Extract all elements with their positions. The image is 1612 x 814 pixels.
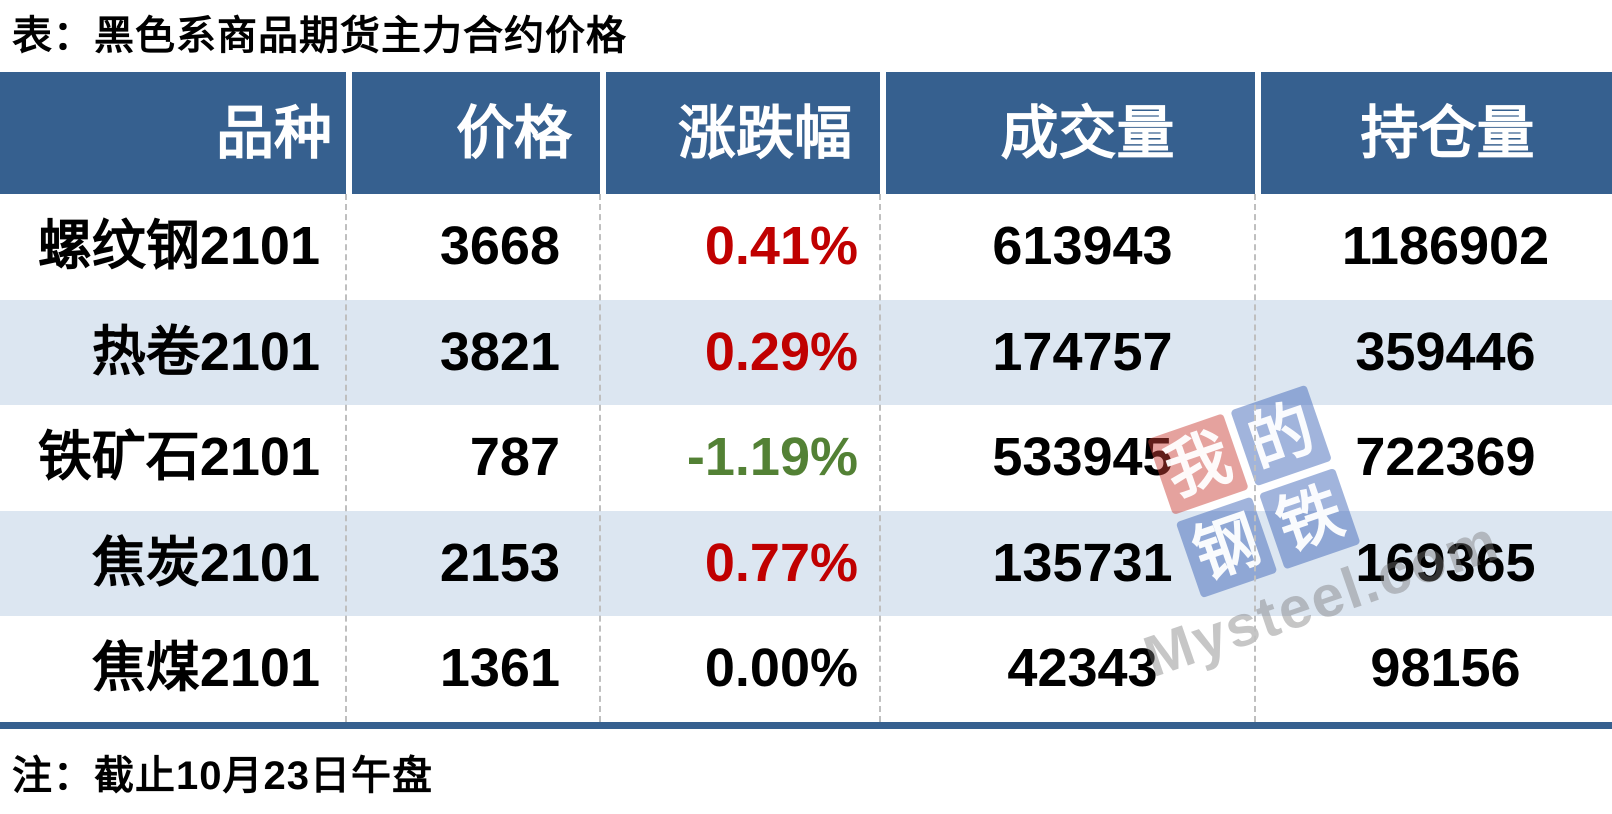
change-cell: 0.77% — [704, 532, 858, 593]
table-body: 螺纹钢2101 3668 0.41% 613943 1186902 热卷2101… — [0, 194, 1612, 722]
column-divider — [345, 194, 347, 722]
table-row-coke: 焦炭2101 2153 0.77% 135731 169365 — [0, 510, 1612, 617]
change-cell: 0.41% — [704, 216, 858, 276]
column-divider — [879, 194, 881, 722]
open-interest-cell: 1186902 — [1341, 216, 1550, 276]
table-header-row: 品种 价格 涨跌幅 成交量 持仓量 — [0, 72, 1612, 194]
table-bottom-border — [0, 721, 1612, 729]
price-cell: 1361 — [439, 638, 560, 699]
variety-cell: 焦煤2101 — [91, 638, 320, 699]
volume-cell: 533945 — [992, 427, 1173, 488]
table-footnote: 注：截止10月23日午盘 — [12, 753, 433, 798]
open-interest-cell: 722369 — [1355, 427, 1536, 488]
change-cell: 0.29% — [704, 321, 858, 382]
open-interest-cell: 98156 — [1370, 638, 1521, 699]
futures-price-table: 品种 价格 涨跌幅 成交量 持仓量 螺纹钢2101 3668 0.41% 613… — [0, 72, 1612, 729]
header-change-pct: 涨跌幅 — [600, 72, 880, 194]
change-cell: 0.00% — [704, 638, 858, 699]
header-price: 价格 — [346, 72, 600, 194]
change-cell: -1.19% — [686, 427, 858, 488]
table-row-coking-coal: 焦煤2101 1361 0.00% 42343 98156 — [0, 616, 1612, 722]
open-interest-cell: 359446 — [1355, 321, 1536, 382]
price-cell: 3668 — [439, 216, 560, 276]
volume-cell: 613943 — [992, 216, 1173, 276]
volume-cell: 174757 — [992, 321, 1173, 382]
open-interest-cell: 169365 — [1355, 532, 1536, 593]
variety-cell: 焦炭2101 — [91, 532, 320, 593]
column-divider — [599, 194, 601, 722]
price-cell: 787 — [469, 427, 560, 488]
header-open-interest: 持仓量 — [1255, 72, 1612, 194]
variety-cell: 铁矿石2101 — [37, 427, 320, 488]
volume-cell: 42343 — [1007, 638, 1158, 699]
variety-cell: 螺纹钢2101 — [37, 216, 320, 276]
table-title: 表：黑色系商品期货主力合约价格 — [12, 14, 627, 58]
price-cell: 3821 — [439, 321, 560, 382]
price-cell: 2153 — [439, 532, 560, 593]
column-divider — [1254, 194, 1256, 722]
table-row-rebar: 螺纹钢2101 3668 0.41% 613943 1186902 — [0, 194, 1612, 300]
header-volume: 成交量 — [880, 72, 1255, 194]
table-row-hot-coil: 热卷2101 3821 0.29% 174757 359446 — [0, 299, 1612, 406]
volume-cell: 135731 — [992, 532, 1173, 593]
variety-cell: 热卷2101 — [91, 321, 320, 382]
header-variety: 品种 — [215, 99, 332, 167]
table-row-iron-ore: 铁矿石2101 787 -1.19% 533945 722369 — [0, 405, 1612, 511]
